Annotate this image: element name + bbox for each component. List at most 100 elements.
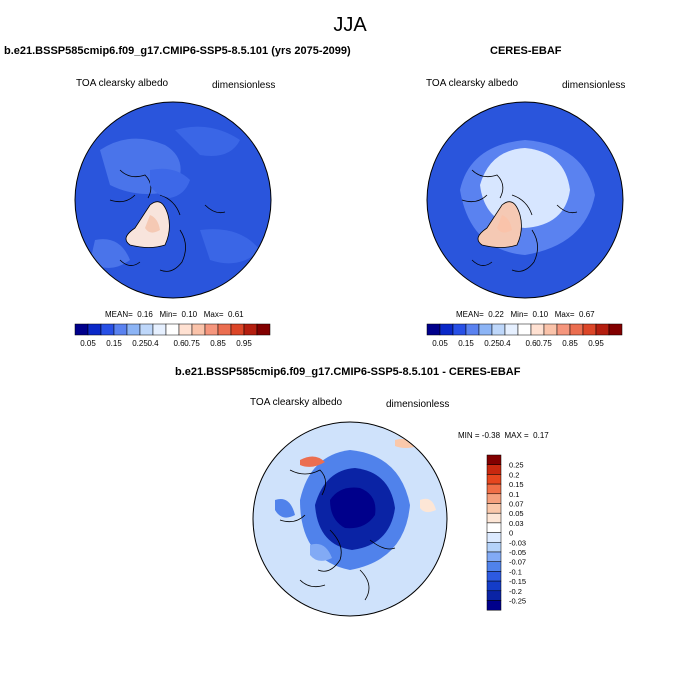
ceres-coastline (461, 169, 578, 272)
model-polar-map (75, 102, 271, 298)
diff-stats: MIN = -0.38 MAX = 0.17 (458, 431, 549, 440)
diff-coastline (279, 429, 426, 601)
diff-negative-patch (275, 499, 295, 518)
ceres-colorbar: 0.05 0.15 0.25 0.4 0.6 0.75 0.85 0.95 (426, 323, 623, 348)
colorbar-swatch (486, 590, 502, 601)
diff-positive-patch (420, 498, 436, 513)
model-colorbar: 0.05 0.15 0.25 0.4 0.6 0.75 0.85 0.95 (74, 323, 271, 348)
colorbar-tick-label: 0.85 (210, 339, 226, 348)
ceres-mean-label: MEAN= (456, 310, 484, 319)
colorbar-swatch (178, 323, 193, 336)
colorbar-swatch (595, 323, 610, 336)
diff-positive-patch (300, 456, 325, 467)
colorbar-swatch (486, 532, 502, 543)
model-high-albedo-patch (175, 126, 240, 156)
diff-polar-map (253, 422, 447, 616)
colorbar-swatch (504, 323, 519, 336)
colorbar-swatch (486, 542, 502, 553)
colorbar-swatch (556, 323, 571, 336)
colorbar-swatch (486, 522, 502, 533)
ceres-mean-value: 0.22 (488, 310, 504, 319)
colorbar-tick-label: 0.85 (562, 339, 578, 348)
ceres-panel-title: CERES-EBAF (490, 45, 562, 57)
colorbar-swatch (530, 323, 545, 336)
colorbar-tick-label: -0.15 (509, 577, 526, 586)
colorbar-swatch (569, 323, 584, 336)
colorbar-swatch (608, 323, 623, 336)
model-max-label: Max= (203, 310, 224, 319)
colorbar-swatch (486, 503, 502, 514)
colorbar-swatch (243, 323, 258, 336)
ceres-greenland-core (497, 215, 512, 233)
colorbar-tick-label: 0.95 (236, 339, 252, 348)
colorbar-tick-label: 0.2 (509, 470, 519, 479)
model-stats: MEAN= 0.16 Min= 0.10 Max= 0.61 (105, 310, 244, 319)
colorbar-swatch (87, 323, 102, 336)
colorbar-tick-label: 0.6 (525, 339, 537, 348)
colorbar-swatch (204, 323, 219, 336)
colorbar-swatch (517, 323, 532, 336)
colorbar-swatch (113, 323, 128, 336)
colorbar-tick-label: -0.07 (509, 558, 526, 567)
colorbar-tick-label: -0.2 (509, 587, 522, 596)
colorbar-swatch (486, 571, 502, 582)
colorbar-tick-label: 0.05 (509, 509, 524, 518)
ceres-min-value: 0.10 (532, 310, 549, 319)
colorbar-tick-label: 0 (509, 529, 513, 538)
model-coastline (109, 169, 226, 272)
colorbar-swatch (486, 474, 502, 485)
colorbar-tick-label: -0.1 (509, 567, 522, 576)
ceres-min-label: Min= (510, 310, 529, 319)
diff-variable-label: TOA clearsky albedo (250, 397, 343, 408)
model-min-label: Min= (159, 310, 178, 319)
ceres-stats: MEAN= 0.22 Min= 0.10 Max= 0.67 (456, 310, 595, 319)
model-mean-label: MEAN= (105, 310, 133, 319)
diff-panel-title: b.e21.BSSP585cmip6.f09_g17.CMIP6-SSP5-8.… (175, 366, 521, 378)
ceres-max-value: 0.67 (579, 310, 595, 319)
diff-negative-patch (310, 543, 332, 561)
model-mean-value: 0.16 (137, 310, 153, 319)
colorbar-swatch (74, 323, 89, 336)
ceres-units-label: dimensionless (562, 80, 626, 91)
colorbar-swatch (217, 323, 232, 336)
colorbar-tick-label: -0.25 (509, 597, 526, 606)
colorbar-swatch (165, 323, 180, 336)
colorbar-tick-label: -0.05 (509, 548, 526, 557)
colorbar-tick-label: 0.05 (432, 339, 448, 348)
model-high-albedo-patch (90, 239, 130, 269)
colorbar-swatch (486, 483, 502, 495)
colorbar-swatch (452, 323, 467, 336)
colorbar-swatch (191, 323, 206, 336)
colorbar-swatch (486, 600, 502, 611)
colorbar-tick-label: 0.25 (509, 461, 524, 470)
model-min-value: 0.10 (181, 310, 198, 319)
colorbar-swatch (582, 323, 597, 336)
colorbar-tick-label: 0.25 (132, 339, 148, 348)
ceres-max-label: Max= (554, 310, 575, 319)
colorbar-tick-label: 0.1 (509, 490, 519, 499)
colorbar-swatch (486, 493, 502, 504)
colorbar-swatch (426, 323, 441, 336)
colorbar-swatch (491, 323, 506, 336)
colorbar-swatch (465, 323, 480, 336)
model-ocean (75, 102, 271, 298)
colorbar-tick-label: 0.4 (499, 339, 511, 348)
colorbar-tick-label: 0.75 (536, 339, 552, 348)
diff-colorbar: 0.250.20.150.10.070.050.030-0.03-0.05-0.… (486, 454, 526, 611)
colorbar-swatch (486, 551, 502, 562)
colorbar-swatch (139, 323, 154, 336)
colorbar-tick-label: 0.05 (80, 339, 96, 348)
colorbar-tick-label: 0.15 (509, 480, 524, 489)
colorbar-swatch (478, 323, 493, 336)
model-max-value: 0.61 (228, 310, 244, 319)
colorbar-tick-label: 0.75 (184, 339, 200, 348)
model-greenland-core (145, 215, 160, 233)
colorbar-tick-label: 0.4 (147, 339, 159, 348)
colorbar-swatch (100, 323, 115, 336)
model-units-label: dimensionless (212, 80, 276, 91)
season-title: JJA (333, 14, 367, 36)
colorbar-tick-label: 0.15 (458, 339, 474, 348)
ceres-variable-label: TOA clearsky albedo (426, 78, 519, 89)
colorbar-swatch (439, 323, 454, 336)
diff-arctic-deficit (330, 487, 376, 529)
